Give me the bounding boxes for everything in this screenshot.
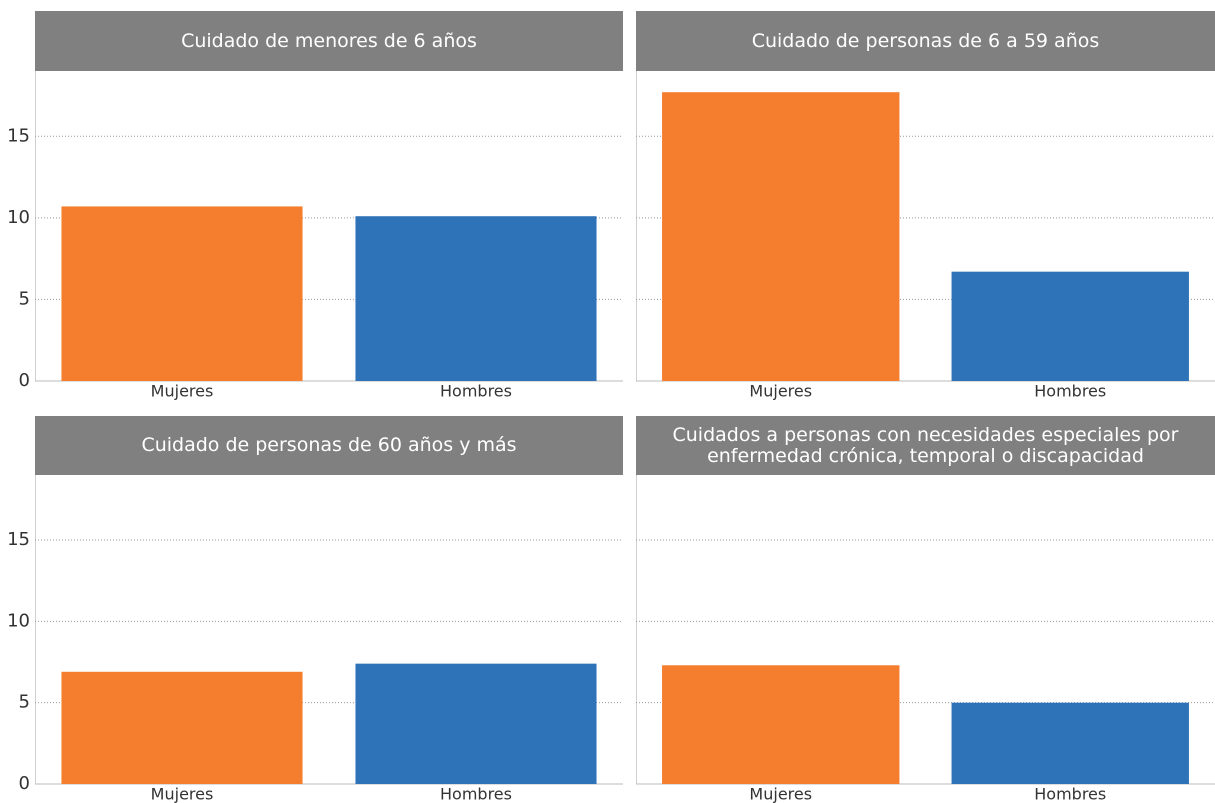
- y-tick-label: 15: [7, 529, 30, 550]
- bar: [61, 206, 303, 381]
- panel-title: Cuidado de personas de 60 años y más: [141, 434, 517, 456]
- bar: [662, 92, 900, 382]
- bar: [355, 663, 597, 784]
- panel-header: Cuidado de personas de 6 a 59 años: [636, 11, 1215, 71]
- bar: [355, 216, 597, 381]
- x-tick-label: Hombres: [1034, 382, 1106, 401]
- bar: [61, 671, 303, 784]
- bar: [951, 702, 1189, 784]
- bar: [662, 665, 900, 784]
- panel-header: Cuidados a personas con necesidades espe…: [636, 416, 1215, 475]
- y-tick-label: 10: [7, 207, 30, 228]
- x-tick-label: Hombres: [1034, 785, 1106, 803]
- panel-title: Cuidados a personas con necesidades espe…: [672, 423, 1179, 467]
- panel-header: Cuidado de menores de 6 años: [35, 11, 623, 71]
- panel-header: Cuidado de personas de 60 años y más: [35, 416, 623, 475]
- panel-title: Cuidado de personas de 6 a 59 años: [751, 29, 1100, 52]
- y-tick-label: 5: [19, 288, 30, 309]
- x-tick-label: Hombres: [440, 785, 512, 803]
- x-tick-label: Mujeres: [749, 785, 812, 803]
- x-tick-label: Mujeres: [151, 785, 214, 803]
- y-tick-label: 5: [19, 692, 30, 713]
- y-tick-label: 15: [7, 125, 30, 146]
- y-tick-label: 0: [19, 773, 30, 794]
- x-tick-label: Mujeres: [749, 382, 812, 401]
- y-tick-label: 0: [19, 370, 30, 391]
- panel-title: Cuidado de menores de 6 años: [181, 29, 477, 52]
- x-tick-label: Mujeres: [151, 382, 214, 401]
- bar: [951, 271, 1189, 381]
- y-tick-label: 10: [7, 610, 30, 631]
- x-tick-label: Hombres: [440, 382, 512, 401]
